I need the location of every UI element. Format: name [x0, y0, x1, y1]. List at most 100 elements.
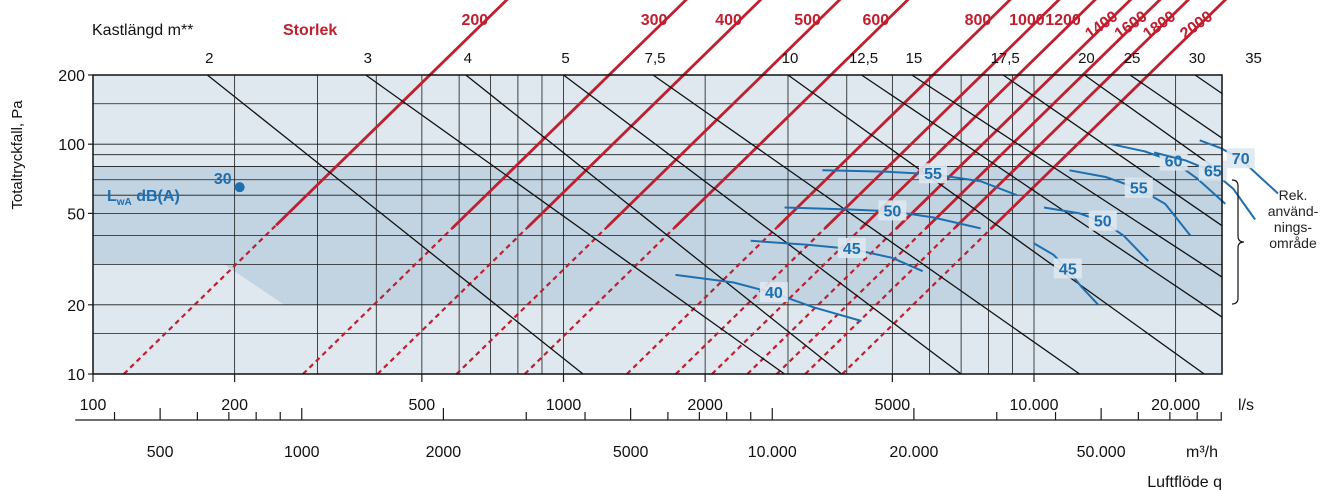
throw-line-label: 35	[1245, 50, 1262, 67]
throw-line-label: 20	[1078, 50, 1095, 67]
throw-line	[652, 74, 1080, 375]
size-line-dashed	[302, 26, 659, 375]
size-label: Storlek	[283, 22, 337, 39]
y-tick-label: 200	[58, 68, 85, 85]
x-unit-ls: l/s	[1238, 397, 1254, 414]
size-line-dashed	[776, 26, 1133, 375]
sound-curve-label: 55	[1130, 181, 1148, 198]
size-line-dashed	[746, 26, 1104, 375]
throw-line	[563, 74, 962, 375]
throw-line	[365, 74, 785, 375]
size-line-label: 200	[461, 12, 488, 29]
sound-label-bg	[1226, 148, 1255, 169]
size-line-label: 400	[715, 12, 742, 29]
throw-line-label: 5	[561, 50, 569, 67]
sound-curve-label: 55	[924, 166, 942, 183]
m3h-tick-label: 5000	[613, 444, 649, 461]
throw-line-label: 15	[905, 50, 922, 67]
throw-line-label: 12,5	[849, 50, 878, 67]
sound-point	[234, 182, 245, 193]
recommended-range-line: Rek.	[1278, 187, 1308, 203]
throw-line-label: 17,5	[991, 50, 1020, 67]
grid	[93, 75, 1222, 374]
x-tick-label: 200	[221, 397, 248, 414]
size-line-dashed	[675, 26, 1032, 375]
throw-line	[787, 74, 1205, 375]
size-line-dashed	[376, 26, 734, 375]
x-tick-label: 5000	[875, 397, 911, 414]
x-tick-label: 500	[409, 397, 436, 414]
sound-curve-label: 45	[843, 241, 861, 258]
size-line-dashed	[804, 26, 1162, 375]
sound-curve-label: 65	[1204, 164, 1222, 181]
recommended-range-line: område	[1269, 235, 1317, 251]
size-line-recommended	[954, 0, 1191, 229]
sound-label-bg	[1198, 160, 1227, 181]
sound-curve-label: 50	[1094, 214, 1112, 231]
x-tick-label: 20.000	[1151, 397, 1200, 414]
x-tick-label: 100	[80, 397, 107, 414]
recommended-range-line: nings-	[1273, 219, 1313, 235]
throw-line-label: 30	[1189, 50, 1206, 67]
plot-frame	[92, 74, 1223, 375]
sound-label-bg	[1053, 258, 1082, 279]
size-line-dashed	[455, 26, 813, 375]
m3h-tick-label: 2000	[426, 444, 462, 461]
x-tick-label: 1000	[546, 397, 582, 414]
recommended-range-line: använd-	[1267, 203, 1319, 219]
m3h-tick-label: 1000	[284, 444, 320, 461]
size-line-dashed	[841, 26, 1199, 375]
size-line-dashed	[626, 26, 983, 375]
throw-line-label: 10	[782, 50, 799, 67]
sound-curve-label: 45	[1059, 261, 1077, 278]
sound-label-bg	[1088, 210, 1117, 231]
sound-curve-label: 70	[1232, 151, 1250, 168]
y-tick-label: 10	[67, 367, 85, 384]
sound-curve-label: 30	[214, 171, 232, 188]
throw-line	[1002, 74, 1223, 227]
throw-line-label: 2	[205, 50, 213, 67]
y-tick-label: 20	[67, 298, 85, 315]
y-axis-label: Totaltryckfall, Pa	[9, 100, 26, 210]
sound-label-bg	[837, 237, 866, 258]
sound-label-bg	[918, 163, 947, 184]
throw-lines: 2 3 4 5 7,5 10 12,5 15 17,5 20 25 30 35	[205, 50, 1262, 375]
y-tick-label: 50	[67, 206, 85, 223]
x-tick-label: 10.000	[1010, 397, 1059, 414]
sound-curve-label: 40	[765, 285, 783, 302]
m3h-tick-label: 10.000	[748, 444, 797, 461]
x-unit-m3h: m³/h	[1186, 444, 1218, 461]
size-line-recommended	[776, 0, 1012, 228]
throw-line	[1129, 74, 1223, 139]
throw-line-label: 4	[464, 50, 472, 67]
sound-label-bg	[759, 282, 788, 303]
size-line-dashed	[524, 26, 881, 375]
m3h-tick-label: 20.000	[889, 444, 938, 461]
size-lines: 200 300 400 500 600 800 1000 1200 14001600180020…	[123, 0, 1228, 375]
throw-line	[1194, 74, 1223, 95]
axes: 200 100 50 20 10 100 200 500 1000 2000 5000 10.000 2…	[58, 68, 1254, 461]
throw-line	[206, 74, 584, 375]
x-tick-label: 2000	[687, 397, 723, 414]
sound-label-bg	[1124, 177, 1153, 198]
y-tick-label: 100	[58, 137, 85, 154]
size-line-label: 500	[794, 12, 821, 29]
size-line-label: 1200	[1045, 12, 1081, 29]
m3h-tick-label: 50.000	[1077, 444, 1126, 461]
size-line-label: 1000	[1009, 12, 1045, 29]
throw-line-label: 3	[364, 50, 372, 67]
size-line-label: 800	[965, 12, 992, 29]
throw-line	[465, 74, 843, 375]
sound-level-label: LwA dB(A)	[107, 188, 180, 208]
m3h-tick-label: 500	[147, 444, 174, 461]
throw-line	[911, 74, 1223, 278]
sound-curve-label: 50	[883, 203, 901, 220]
sound-label-bg	[878, 200, 907, 221]
size-line-dashed	[123, 26, 480, 375]
throw-line	[861, 74, 1223, 318]
throw-line	[1084, 74, 1223, 174]
size-line-label: 300	[641, 12, 668, 29]
x-axis-label: Luftflöde q	[1147, 474, 1222, 490]
